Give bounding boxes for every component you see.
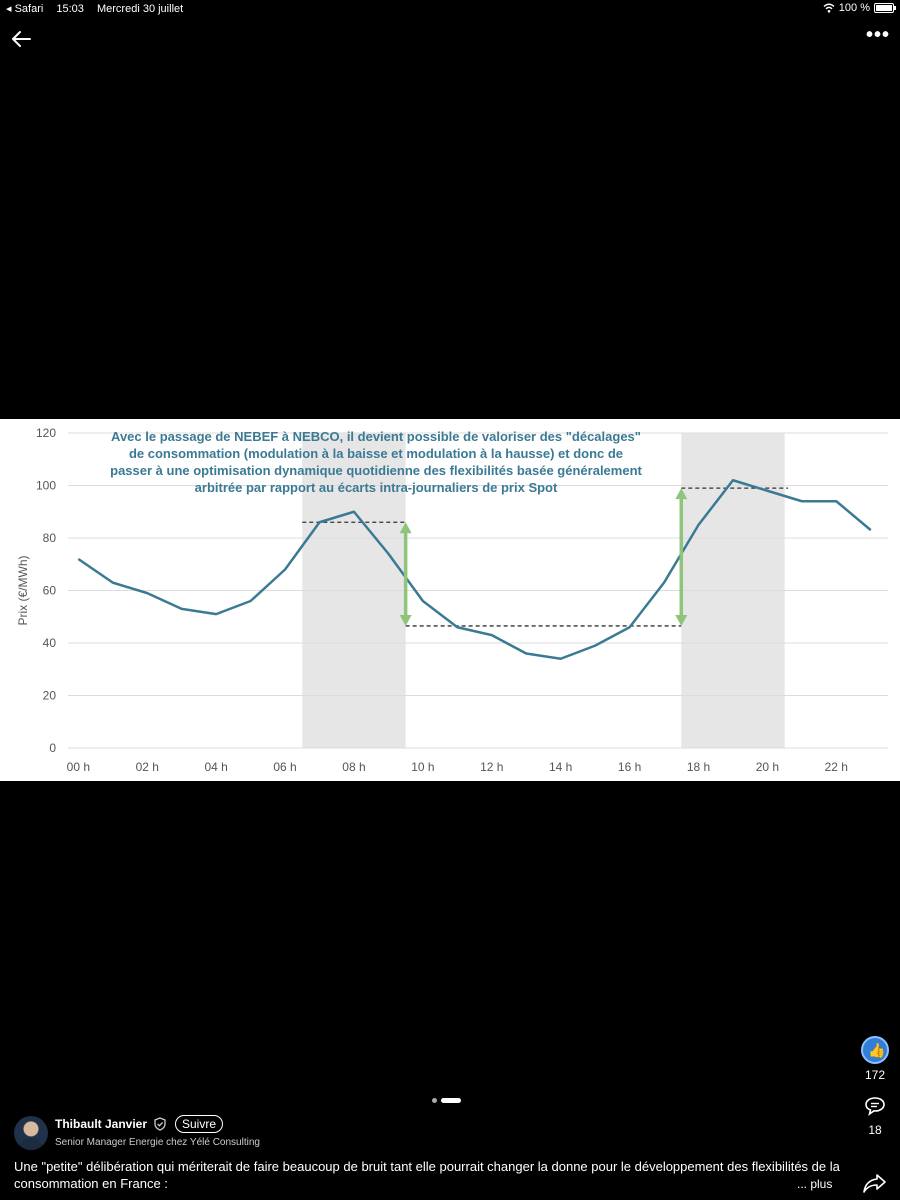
side-actions: 172 18 — [860, 1036, 890, 1198]
post-caption: Une "petite" délibération qui mériterait… — [14, 1159, 840, 1191]
y-tick-label: 100 — [36, 479, 56, 493]
author-subtitle: Senior Manager Energie chez Yélé Consult… — [55, 1137, 260, 1148]
arrow-head-down — [675, 614, 688, 626]
x-tick-label: 14 h — [549, 760, 572, 774]
see-more-link[interactable]: ... plus — [797, 1177, 833, 1191]
status-date: Mercredi 30 juillet — [96, 3, 184, 15]
battery-percent: 100 % — [838, 2, 870, 14]
follow-button[interactable]: Suivre — [175, 1115, 224, 1133]
chart-svg: 0 20 40 60 80 100 120 00 h 02 h 04 h 06 h 08 h 10 h 1… — [16, 426, 888, 774]
back-arrow-icon[interactable] — [8, 26, 34, 52]
y-tick-label: 120 — [36, 426, 56, 440]
back-to-app[interactable]: ◂ Safari — [6, 3, 44, 15]
comment-count: 18 — [868, 1123, 882, 1137]
wifi-icon — [823, 3, 835, 13]
chart-title-line: Avec le passage de NEBEF à NEBCO, il dev… — [111, 429, 641, 444]
carousel-indicator[interactable] — [432, 1098, 461, 1103]
like-icon[interactable] — [861, 1036, 889, 1064]
more-options-button[interactable]: ••• — [865, 24, 890, 46]
chart-title-line: arbitrée par rapport au écarts intra-jou… — [195, 480, 558, 495]
y-tick-label: 20 — [43, 689, 57, 703]
arrow-head-down — [399, 614, 412, 626]
carousel-dot[interactable] — [432, 1098, 437, 1103]
x-tick-label: 12 h — [480, 760, 503, 774]
verified-badge-icon — [154, 1117, 166, 1131]
carousel-dot-active[interactable] — [441, 1098, 461, 1103]
x-tick-label: 20 h — [756, 760, 779, 774]
arrow-head-up — [399, 522, 412, 534]
x-tick-label: 04 h — [204, 760, 227, 774]
x-tick-label: 02 h — [136, 760, 159, 774]
share-icon[interactable] — [862, 1171, 888, 1195]
like-count: 172 — [864, 1068, 886, 1082]
x-tick-label: 18 h — [687, 760, 710, 774]
y-tick-label: 40 — [43, 636, 57, 650]
battery-icon — [874, 3, 896, 13]
chart-title-line: passer à une optimisation dynamique quot… — [110, 463, 642, 478]
price-chart: 0 20 40 60 80 100 120 00 h 02 h 04 h 06 h 08 h 10 h 1… — [0, 419, 900, 781]
x-tick-label: 06 h — [273, 760, 296, 774]
x-tick-label: 10 h — [411, 760, 434, 774]
status-bar: ◂ Safari 15:03 Mercredi 30 juillet 100 % — [0, 0, 900, 18]
avatar[interactable] — [14, 1116, 48, 1150]
author-block[interactable]: Thibault Janvier Suivre Senior Manager E… — [14, 1115, 774, 1152]
comment-icon[interactable] — [864, 1096, 886, 1116]
series-line — [77, 479, 872, 660]
x-tick-label: 22 h — [825, 760, 848, 774]
status-time: 15:03 — [56, 3, 84, 15]
y-tick-label: 80 — [43, 531, 57, 545]
author-name[interactable]: Thibault Janvier — [55, 1117, 148, 1131]
y-tick-label: 0 — [49, 741, 56, 755]
y-tick-label: 60 — [43, 584, 57, 598]
x-tick-label: 00 h — [67, 760, 90, 774]
x-tick-label: 16 h — [618, 760, 641, 774]
x-tick-label: 08 h — [342, 760, 365, 774]
arrow-head-up — [675, 488, 688, 500]
y-axis-label: Prix (€/MWh) — [16, 556, 30, 626]
chart-title-line: de consommation (modulation à la baisse … — [129, 446, 623, 461]
